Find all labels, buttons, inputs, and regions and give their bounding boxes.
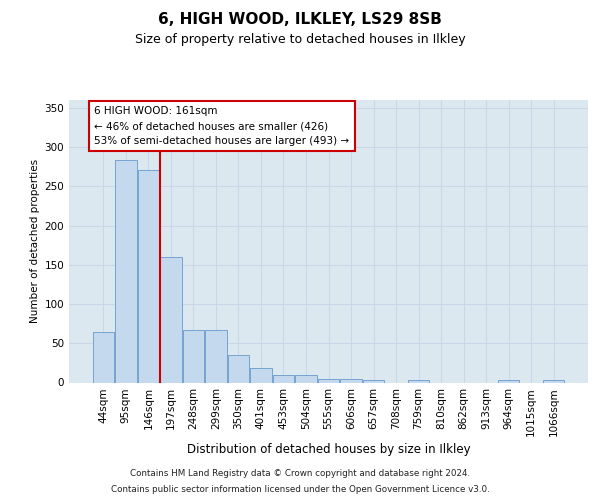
Bar [182,330,204,382]
Text: Contains public sector information licensed under the Open Government Licence v3: Contains public sector information licen… [110,484,490,494]
Bar [363,380,384,382]
Bar [205,330,227,382]
Bar [92,332,114,382]
Bar [137,170,159,382]
Bar [115,160,137,382]
Text: Size of property relative to detached houses in Ilkley: Size of property relative to detached ho… [134,34,466,46]
X-axis label: Distribution of detached houses by size in Ilkley: Distribution of detached houses by size … [187,443,470,456]
Bar [295,376,317,382]
Bar [160,257,182,382]
Text: 6 HIGH WOOD: 161sqm
← 46% of detached houses are smaller (426)
53% of semi-detac: 6 HIGH WOOD: 161sqm ← 46% of detached ho… [94,106,349,146]
Bar [273,376,294,382]
Text: 6, HIGH WOOD, ILKLEY, LS29 8SB: 6, HIGH WOOD, ILKLEY, LS29 8SB [158,12,442,28]
Bar [228,355,249,382]
Y-axis label: Number of detached properties: Number of detached properties [30,159,40,324]
Bar [250,368,272,382]
Bar [543,380,565,382]
Bar [340,380,362,382]
Text: Contains HM Land Registry data © Crown copyright and database right 2024.: Contains HM Land Registry data © Crown c… [130,470,470,478]
Bar [498,380,520,382]
Bar [408,380,429,382]
Bar [318,378,339,382]
